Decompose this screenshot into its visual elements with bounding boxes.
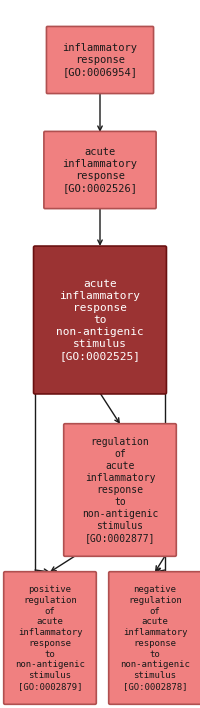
FancyBboxPatch shape <box>34 246 166 394</box>
Text: acute
inflammatory
response
to
non-antigenic
stimulus
[GO:0002525]: acute inflammatory response to non-antig… <box>56 279 144 361</box>
FancyBboxPatch shape <box>109 571 200 704</box>
Text: regulation
of
acute
inflammatory
response
to
non-antigenic
stimulus
[GO:0002877]: regulation of acute inflammatory respons… <box>82 437 158 543</box>
Text: acute
inflammatory
response
[GO:0002526]: acute inflammatory response [GO:0002526] <box>62 147 138 193</box>
Text: negative
regulation
of
acute
inflammatory
response
to
non-antigenic
stimulus
[GO: negative regulation of acute inflammator… <box>120 585 190 691</box>
FancyBboxPatch shape <box>64 423 176 556</box>
Text: positive
regulation
of
acute
inflammatory
response
to
non-antigenic
stimulus
[GO: positive regulation of acute inflammator… <box>15 585 85 691</box>
FancyBboxPatch shape <box>44 132 156 209</box>
Text: inflammatory
response
[GO:0006954]: inflammatory response [GO:0006954] <box>62 43 138 77</box>
FancyBboxPatch shape <box>46 26 154 93</box>
FancyBboxPatch shape <box>4 571 96 704</box>
